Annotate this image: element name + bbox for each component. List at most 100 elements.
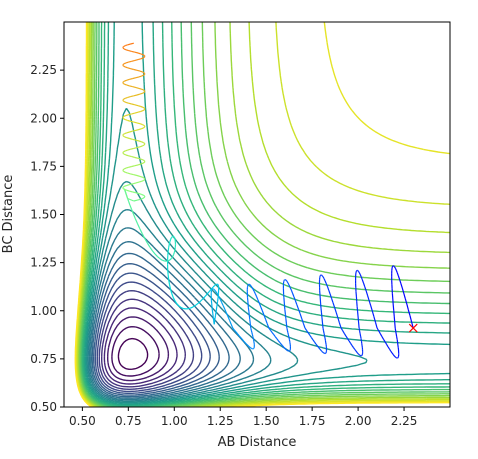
trajectory-segment xyxy=(394,328,397,332)
trajectory-segment xyxy=(325,283,329,287)
trajectory-segment xyxy=(214,284,217,287)
trajectory-segment xyxy=(215,291,218,294)
trajectory-segment xyxy=(168,259,171,262)
trajectory-segment xyxy=(125,119,128,122)
trajectory-segment xyxy=(125,171,128,174)
trajectory xyxy=(122,42,414,359)
trajectory-segment xyxy=(127,67,131,70)
trajectory-segment xyxy=(131,59,136,62)
trajectory-segment xyxy=(343,333,347,337)
trajectory-segment xyxy=(127,148,131,151)
trajectory-segment xyxy=(350,342,353,346)
y-tick-label: 1.00 xyxy=(30,304,57,318)
trajectory-segment xyxy=(302,323,306,329)
contour-level xyxy=(88,227,255,401)
contour-level xyxy=(94,272,211,394)
trajectory-segment xyxy=(406,303,409,310)
trajectory-segment xyxy=(122,152,125,155)
trajectory-segment xyxy=(321,322,324,329)
trajectory-segment xyxy=(251,286,254,290)
trajectory-segment xyxy=(351,345,354,348)
x-tick-label: 1.50 xyxy=(253,414,280,428)
trajectory-segment xyxy=(129,85,133,88)
trajectory-segment xyxy=(141,127,144,130)
trajectory-segment xyxy=(290,289,294,294)
trajectory-segment xyxy=(273,334,276,338)
trajectory-segment xyxy=(143,177,146,180)
trajectory-segment xyxy=(214,310,217,316)
trajectory-segment xyxy=(132,86,137,89)
trajectory-segment xyxy=(170,256,174,259)
trajectory-segment xyxy=(135,192,140,195)
trajectory-segment xyxy=(133,174,138,177)
trajectory-segment xyxy=(126,84,130,87)
trajectory-segment xyxy=(356,306,359,312)
trajectory-segment xyxy=(217,297,219,302)
trajectory-segment xyxy=(393,265,395,268)
trajectory-segment xyxy=(396,272,399,277)
trajectory-segment xyxy=(286,281,289,284)
trajectory-segment xyxy=(123,65,126,68)
trajectory-segment xyxy=(364,286,367,292)
trajectory-segment xyxy=(136,93,141,96)
trajectory-segment xyxy=(122,170,125,172)
trajectory-segment xyxy=(169,239,172,242)
trajectory-segment xyxy=(122,168,125,171)
trajectory-segment xyxy=(217,283,219,286)
trajectory-segment xyxy=(297,308,301,314)
trajectory-segment xyxy=(324,280,327,284)
trajectory-segment xyxy=(142,197,145,200)
trajectory-segment xyxy=(167,274,170,280)
trajectory-segment xyxy=(277,340,281,343)
trajectory-segment xyxy=(129,77,133,80)
trajectory-segment xyxy=(134,111,139,114)
trajectory-segment xyxy=(397,275,401,280)
trajectory-segment xyxy=(124,136,128,139)
contour-level xyxy=(107,316,170,382)
trajectory-segment xyxy=(215,305,218,311)
trajectory-segment xyxy=(395,330,397,335)
trajectory-segment xyxy=(124,79,128,82)
contour-level xyxy=(77,22,450,407)
trajectory-segment xyxy=(142,159,145,162)
trajectory-segment xyxy=(285,348,288,351)
trajectory-segment xyxy=(358,354,361,356)
trajectory-segment xyxy=(227,316,231,321)
trajectory-segment xyxy=(130,120,134,123)
trajectory-segment xyxy=(251,332,253,335)
trajectory-segment xyxy=(143,143,146,146)
trajectory-segment xyxy=(248,345,251,348)
trajectory-segment xyxy=(286,349,288,352)
trajectory-segment xyxy=(124,132,128,135)
trajectory-segment xyxy=(168,284,172,290)
trajectory-segment xyxy=(133,121,138,124)
trajectory-segment xyxy=(266,323,270,329)
trajectory-segment xyxy=(218,297,222,301)
x-tick-label: 1.75 xyxy=(299,414,326,428)
trajectory-segment xyxy=(142,54,145,57)
trajectory-segment xyxy=(128,165,132,168)
trajectory-segment xyxy=(123,170,126,173)
trajectory-segment xyxy=(126,131,130,134)
trajectory-segment xyxy=(141,88,144,91)
trajectory-segment xyxy=(393,266,396,269)
trajectory-segment xyxy=(123,118,126,121)
trajectory-segment xyxy=(146,242,151,248)
trajectory-segment xyxy=(309,334,312,338)
trajectory-segment xyxy=(249,283,251,286)
trajectory-segment xyxy=(355,350,358,353)
trajectory-segment xyxy=(374,322,378,329)
trajectory-segment xyxy=(125,101,129,104)
trajectory-segment xyxy=(250,285,253,288)
trajectory-segment xyxy=(139,175,143,178)
trajectory-segment xyxy=(348,340,352,344)
trajectory-segment xyxy=(123,100,127,103)
trajectory-segment xyxy=(195,302,199,306)
trajectory-segment xyxy=(390,350,393,354)
trajectory-segment xyxy=(135,181,140,184)
x-tick-label: 1.25 xyxy=(207,414,234,428)
trajectory-segment xyxy=(395,269,398,274)
trajectory-segment xyxy=(141,141,144,144)
trajectory-segment xyxy=(321,317,324,324)
trajectory-segment xyxy=(285,279,287,281)
